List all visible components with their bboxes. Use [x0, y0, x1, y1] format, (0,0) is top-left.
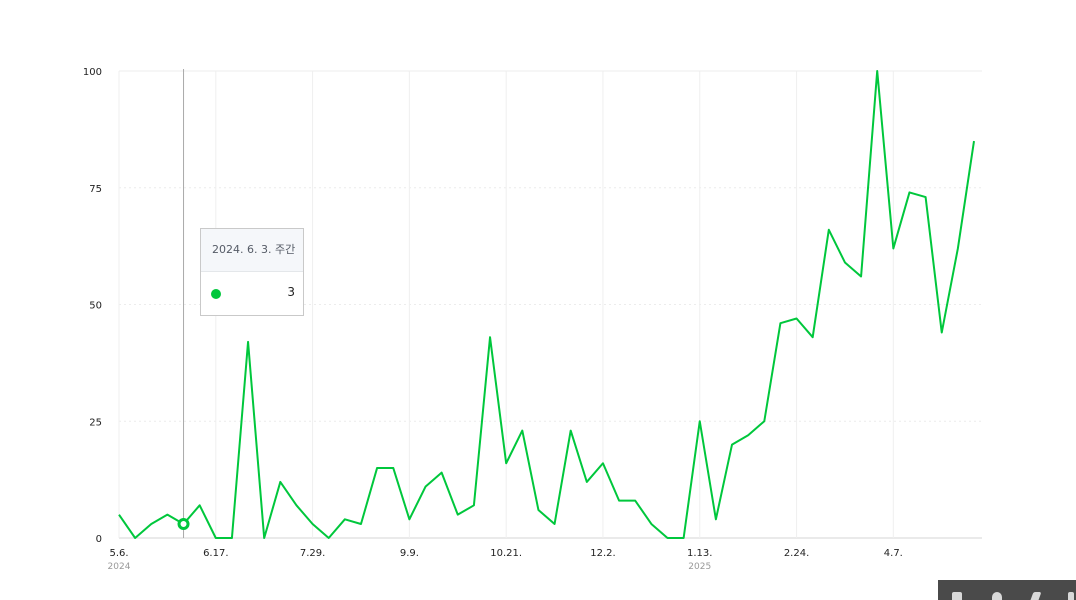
- x-tick-label: 10.21.: [490, 548, 522, 559]
- x-tick-label: 4.7.: [884, 548, 903, 559]
- tooltip-value: 3: [287, 285, 295, 299]
- app-icon[interactable]: [1068, 592, 1074, 600]
- hover-point-marker: [177, 517, 190, 530]
- x-tick-label: 7.29.: [300, 548, 325, 559]
- x-tick-label: 6.17.: [203, 548, 228, 559]
- tooltip-body: 3: [201, 272, 303, 316]
- x-year-label: 2025: [688, 562, 711, 572]
- system-taskbar: [938, 580, 1076, 600]
- printer-icon[interactable]: [952, 592, 962, 600]
- x-tick-label: 12.2.: [590, 548, 615, 559]
- series-line[interactable]: [118, 70, 975, 539]
- x-tick-label: 5.6.: [109, 548, 128, 559]
- axis-labels: 0 25 50 75 100 5.6. 2024 6.17. 7.29. 9.9. 10.21. 12…: [83, 67, 903, 572]
- x-tick-label: 1.13.: [687, 548, 712, 559]
- x-tick-label: 2.24.: [784, 548, 809, 559]
- y-tick-label: 50: [89, 301, 102, 312]
- y-tick-label: 25: [89, 417, 102, 428]
- y-tick-label: 0: [96, 534, 102, 545]
- tooltip-title: 2024. 6. 3. 주간: [201, 229, 303, 272]
- x-year-label: 2024: [108, 562, 131, 572]
- shield-icon[interactable]: [992, 592, 1002, 600]
- data-tooltip: 2024. 6. 3. 주간 3: [200, 228, 304, 316]
- series-dot-icon: [211, 289, 221, 299]
- network-icon[interactable]: [1030, 592, 1042, 600]
- y-tick-label: 100: [83, 67, 102, 78]
- x-tick-label: 9.9.: [400, 548, 419, 559]
- y-tick-label: 75: [89, 184, 102, 195]
